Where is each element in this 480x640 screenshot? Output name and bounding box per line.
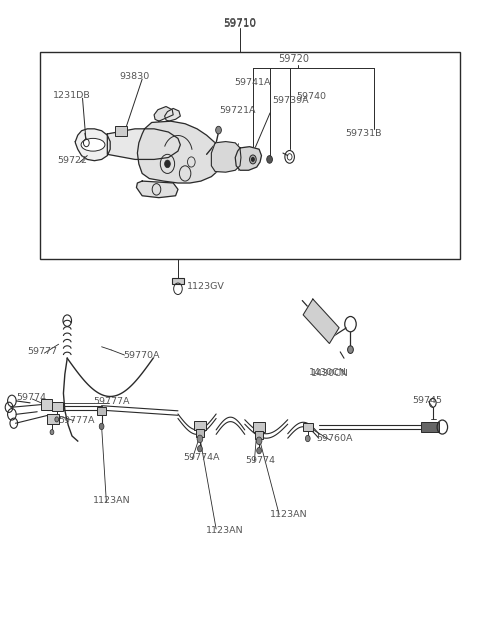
Polygon shape xyxy=(136,181,178,198)
FancyBboxPatch shape xyxy=(97,406,106,415)
FancyBboxPatch shape xyxy=(116,125,127,136)
Text: 59760A: 59760A xyxy=(316,434,353,443)
Text: 1123GV: 1123GV xyxy=(187,282,225,291)
Text: 93830: 93830 xyxy=(120,72,150,81)
Circle shape xyxy=(305,435,310,442)
Ellipse shape xyxy=(81,138,105,151)
Circle shape xyxy=(257,447,262,454)
Text: 59777A: 59777A xyxy=(59,416,95,425)
Text: 59777: 59777 xyxy=(28,348,58,356)
Circle shape xyxy=(165,160,170,168)
Text: 59740: 59740 xyxy=(296,92,326,102)
Text: 59720: 59720 xyxy=(278,54,309,64)
Text: 59745: 59745 xyxy=(413,396,443,404)
FancyBboxPatch shape xyxy=(41,399,52,410)
Text: 59731B: 59731B xyxy=(345,129,382,138)
Polygon shape xyxy=(165,108,180,121)
FancyBboxPatch shape xyxy=(421,422,440,432)
Text: 1123AN: 1123AN xyxy=(270,510,307,519)
Polygon shape xyxy=(211,141,241,172)
FancyBboxPatch shape xyxy=(194,420,205,429)
Text: 59770A: 59770A xyxy=(123,351,159,360)
Text: 1430CN: 1430CN xyxy=(309,368,347,377)
Text: 59710: 59710 xyxy=(224,19,256,29)
FancyBboxPatch shape xyxy=(303,423,312,431)
Circle shape xyxy=(50,429,54,435)
FancyBboxPatch shape xyxy=(47,414,59,424)
FancyBboxPatch shape xyxy=(255,431,264,439)
Polygon shape xyxy=(154,106,173,121)
Circle shape xyxy=(216,126,221,134)
Text: 59710: 59710 xyxy=(224,18,256,28)
Text: 59777A: 59777A xyxy=(93,397,130,406)
Polygon shape xyxy=(75,129,110,161)
Text: 1231DB: 1231DB xyxy=(53,91,91,100)
Polygon shape xyxy=(303,299,339,344)
Polygon shape xyxy=(137,121,222,183)
Circle shape xyxy=(197,435,203,443)
Polygon shape xyxy=(108,129,180,159)
FancyBboxPatch shape xyxy=(253,422,265,431)
Circle shape xyxy=(267,156,273,163)
Circle shape xyxy=(252,157,254,161)
Circle shape xyxy=(348,346,353,353)
Text: 1123AN: 1123AN xyxy=(205,526,243,535)
Circle shape xyxy=(256,437,262,445)
Circle shape xyxy=(55,417,59,422)
Text: 59741A: 59741A xyxy=(234,79,271,88)
FancyBboxPatch shape xyxy=(172,278,184,284)
Text: 59774A: 59774A xyxy=(184,453,220,462)
Text: 59774: 59774 xyxy=(17,393,47,403)
Circle shape xyxy=(198,445,202,452)
Text: 1123AN: 1123AN xyxy=(93,497,131,506)
Polygon shape xyxy=(235,147,262,170)
Text: 59774: 59774 xyxy=(246,456,276,465)
Text: 59739A: 59739A xyxy=(273,95,309,105)
FancyBboxPatch shape xyxy=(196,429,204,437)
Text: 59721A: 59721A xyxy=(219,106,255,115)
Text: 1430CN: 1430CN xyxy=(311,369,348,378)
Circle shape xyxy=(250,155,256,164)
FancyBboxPatch shape xyxy=(52,401,63,411)
Text: 59722: 59722 xyxy=(58,156,88,165)
Circle shape xyxy=(99,423,104,429)
FancyBboxPatch shape xyxy=(39,52,459,259)
